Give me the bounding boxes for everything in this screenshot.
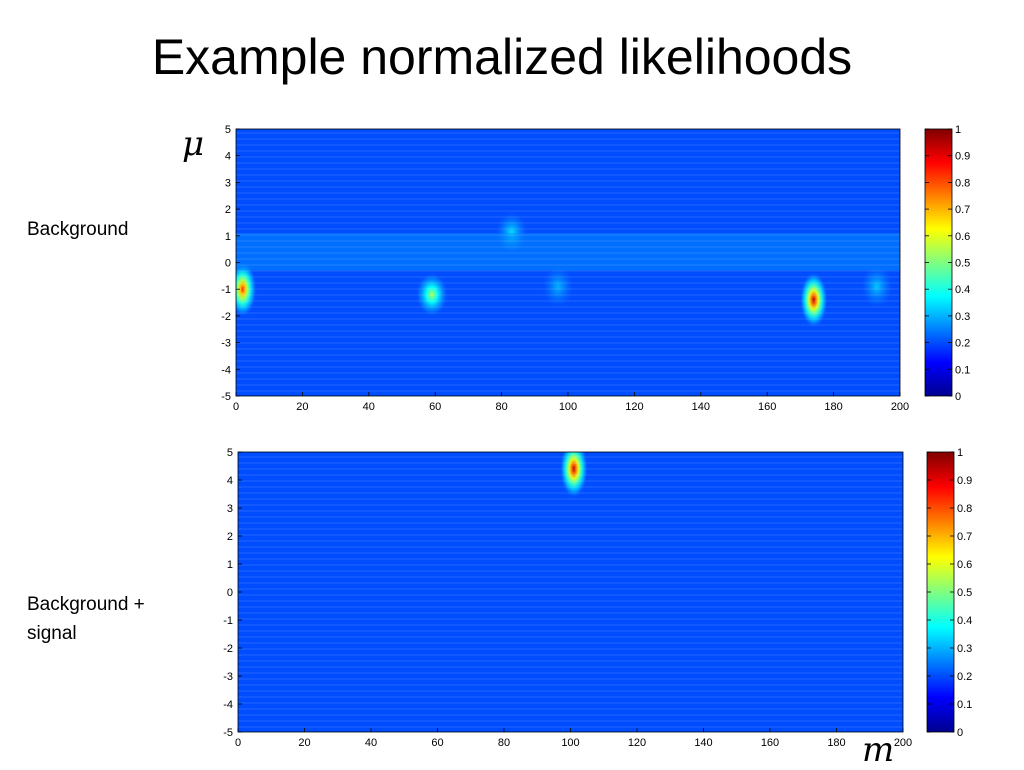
colorbar-scale [926, 451, 955, 733]
x-tick-label: 100 [561, 737, 579, 749]
colorbar-tick-label: 0.1 [957, 699, 972, 711]
x-tick-label: 140 [694, 737, 712, 749]
colorbar-tick-label: 0.4 [957, 615, 972, 627]
x-tick-label: 40 [363, 401, 375, 413]
background-signal-label: Background + signal [27, 594, 145, 644]
y-tick-label: -2 [223, 643, 233, 655]
y-tick-label: 2 [227, 531, 233, 543]
y-tick-label: -5 [221, 391, 231, 403]
colorbar: 1 0.9 0.8 0.7 0.6 0.5 0.4 0.3 0.2 0.1 0 [926, 447, 972, 739]
colorbar-tick-label: 0.2 [957, 671, 972, 683]
x-tick-label: 80 [498, 737, 510, 749]
y-tick-label: -3 [221, 338, 231, 350]
colorbar-tick-label: 0 [957, 727, 963, 739]
y-tick-label: 2 [225, 204, 231, 216]
x-tick-label: 60 [429, 401, 441, 413]
colorbar-tick-label: 0.9 [957, 475, 972, 487]
colorbar-tick-label: 0.4 [955, 284, 970, 296]
y-tick-label: 0 [225, 258, 231, 270]
y-tick-label: -4 [223, 699, 233, 711]
x-tick-label: 100 [559, 401, 577, 413]
y-tick-label: 3 [225, 177, 231, 189]
x-tick-label: 40 [365, 737, 377, 749]
x-tick-label: 0 [235, 737, 241, 749]
x-tick-label: 20 [296, 401, 308, 413]
colorbar: 1 0.9 0.8 0.7 0.6 0.5 0.4 0.3 0.2 0.1 0 [924, 124, 970, 403]
x-tick-label: 160 [761, 737, 779, 749]
x-tick-label: 0 [233, 401, 239, 413]
colorbar-tick-label: 0.1 [955, 364, 970, 376]
x-tick-label: 180 [824, 401, 842, 413]
y-tick-label: 4 [225, 151, 231, 163]
y-tick-label: 5 [225, 124, 231, 136]
colorbar-tick-label: 0.7 [957, 531, 972, 543]
y-tick-label: -2 [221, 311, 231, 323]
x-tick-label: 80 [495, 401, 507, 413]
colorbar-tick-label: 0.9 [955, 151, 970, 163]
x-tick-label: 120 [625, 401, 643, 413]
colorbar-tick-label: 0.3 [957, 643, 972, 655]
x-tick-label: 120 [628, 737, 646, 749]
x-tick-label: 200 [891, 401, 909, 413]
x-tick-label: 140 [692, 401, 710, 413]
m-axis-symbol: m [862, 730, 895, 770]
colorbar-tick-label: 0.6 [957, 559, 972, 571]
y-tick-label: 1 [227, 559, 233, 571]
colorbar-tick-label: 0.8 [957, 503, 972, 515]
background-label: Background [27, 219, 129, 240]
y-tick-label: -4 [221, 364, 231, 376]
y-tick-label: -3 [223, 671, 233, 683]
colorbar-tick-label: 0.3 [955, 311, 970, 323]
colorbar-tick-label: 0.7 [955, 204, 970, 216]
colorbar-tick-label: 0.5 [955, 258, 970, 270]
colorbar-tick-label: 1 [957, 447, 963, 459]
y-tick-label: -1 [223, 615, 233, 627]
y-tick-label: -5 [223, 727, 233, 739]
colorbar-tick-label: 0.8 [955, 177, 970, 189]
colorbar-tick-label: 0.5 [957, 587, 972, 599]
y-tick-label: -1 [221, 284, 231, 296]
mu-axis-symbol: μ [182, 124, 205, 164]
y-tick-label: 0 [227, 587, 233, 599]
y-tick-label: 3 [227, 503, 233, 515]
slide-title: Example normalized likelihoods [151, 29, 853, 85]
colorbar-tick-label: 0.6 [955, 231, 970, 243]
x-tick-label: 60 [431, 737, 443, 749]
colorbar-tick-label: 1 [955, 124, 961, 136]
colorbar-tick-label: 0 [955, 391, 961, 403]
colorbar-scale [924, 128, 953, 397]
x-tick-label: 180 [827, 737, 845, 749]
y-tick-label: 4 [227, 475, 233, 487]
y-tick-label: 1 [225, 231, 231, 243]
x-tick-label: 200 [894, 737, 912, 749]
y-tick-label: 5 [227, 447, 233, 459]
colorbar-tick-label: 0.2 [955, 338, 970, 350]
x-tick-label: 20 [298, 737, 310, 749]
x-tick-label: 160 [758, 401, 776, 413]
